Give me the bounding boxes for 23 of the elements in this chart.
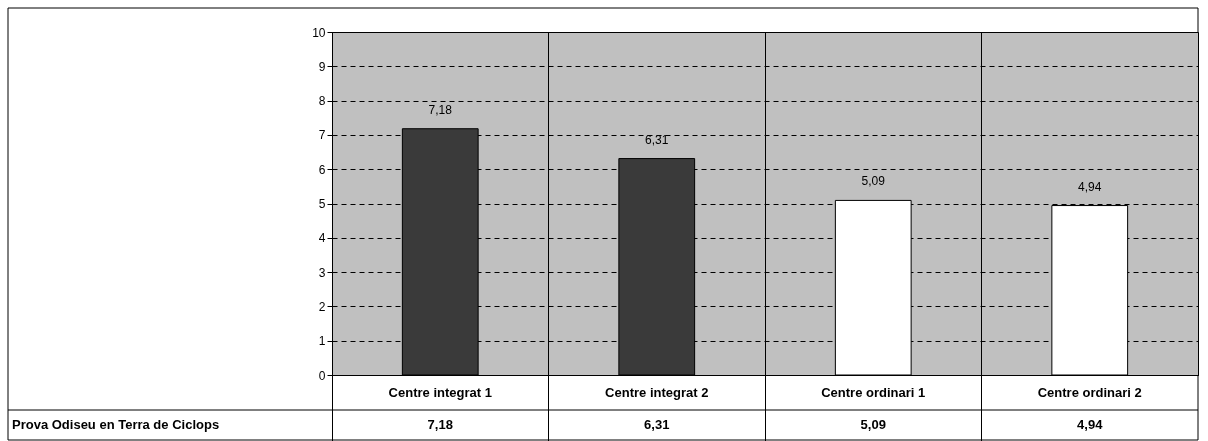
text: 4,94 xyxy=(1078,179,1102,194)
y-tick-label: 2 xyxy=(318,299,326,314)
y-tick-label: 7 xyxy=(318,128,326,143)
x-tick-label: Centre integrat 2 xyxy=(605,384,709,400)
x-tick-label: Centre ordinari 1 xyxy=(821,384,926,400)
data-label: 6,31 xyxy=(644,417,670,432)
data-label: 4,94 xyxy=(1077,417,1104,432)
y-tick-label: 6 xyxy=(318,162,326,177)
legend-label: Prova Odiseu en Terra de Ciclops xyxy=(12,417,220,432)
x-tick-label: Centre ordinari 2 xyxy=(1037,384,1142,400)
y-tick-label: 10 xyxy=(312,25,326,40)
y-tick-label: 3 xyxy=(318,265,326,280)
text: 5,09 xyxy=(861,174,885,189)
y-tick-label: 4 xyxy=(318,231,326,246)
x-tick-label: Centre integrat 1 xyxy=(388,384,492,400)
data-label: 7,18 xyxy=(427,417,453,432)
y-tick-label: 9 xyxy=(318,59,326,74)
y-tick-label: 8 xyxy=(318,94,326,109)
y-tick-label: 0 xyxy=(318,368,326,383)
data-label: 5,09 xyxy=(860,417,886,432)
y-tick-label: 1 xyxy=(318,334,326,349)
y-tick-label: 5 xyxy=(318,197,326,211)
text: 7,18 xyxy=(428,102,452,117)
